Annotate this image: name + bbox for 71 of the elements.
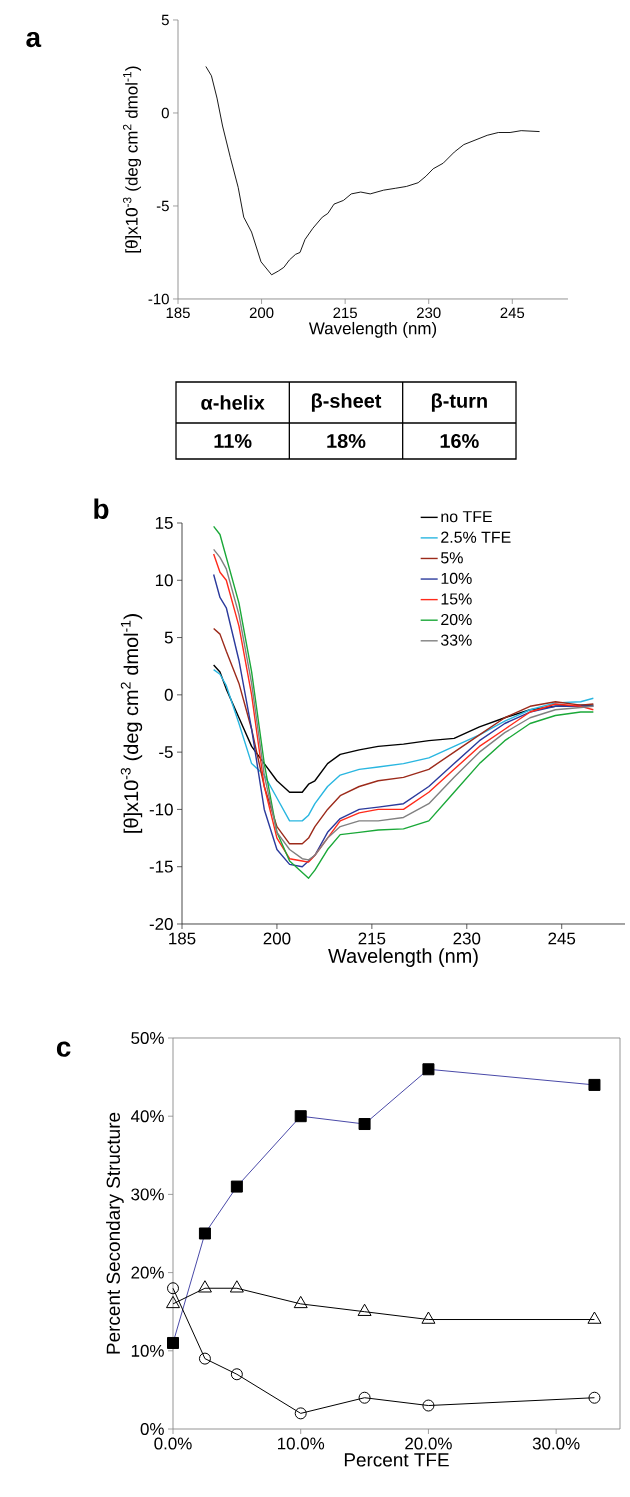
point <box>358 1391 371 1404</box>
category-label: α-helix <box>201 395 265 410</box>
x-axis-title: Wavelength (nm) <box>328 948 478 967</box>
y-tick-label: 40% <box>130 1110 164 1123</box>
y-tick-label: 15 <box>155 517 173 529</box>
x-tick-label: 10.0% <box>278 1437 325 1450</box>
data-label: 16% <box>440 433 479 449</box>
y-axis-title: [θ]x10$^{-3}$ (deg cm$^{2}$ dmol$^{-1}$) <box>120 614 143 833</box>
y-axis-title: Percent Secondary Structure <box>106 1112 124 1354</box>
legend-label: 20% <box>441 613 472 626</box>
line-series <box>212 627 595 845</box>
point <box>422 1399 435 1412</box>
y-tick-label: 30% <box>131 1188 164 1201</box>
x-tick-label: 20.0% <box>405 1437 452 1450</box>
y-axis-title: [θ]x10$^{-3}$ (deg cm$^{2}$ dmol$^{-1}$) <box>123 66 142 253</box>
x-tick-label: 0.0% <box>154 1437 192 1450</box>
y-tick-label: -10 <box>149 803 173 816</box>
legend-label: 15% <box>441 593 472 605</box>
y-tick-label: -5 <box>156 200 169 212</box>
legend-label: 10% <box>441 572 472 585</box>
chart-title: b <box>94 498 109 519</box>
legend-label: 33% <box>440 634 472 646</box>
legend-label: 5% <box>441 552 463 564</box>
point <box>230 1368 243 1381</box>
x-tick-label: 245 <box>500 307 525 319</box>
y-tick-label: -10 <box>148 293 169 305</box>
y-tick-label: -20 <box>149 917 173 930</box>
point <box>197 1280 212 1293</box>
point <box>421 1311 436 1324</box>
y-tick-label: -5 <box>159 746 173 759</box>
x-tick-label: 200 <box>263 932 291 945</box>
y-tick-label: 10 <box>155 574 173 587</box>
x-tick-label: 30.0% <box>532 1437 580 1450</box>
y-tick-label: 10% <box>131 1344 164 1357</box>
y-tick-label: 5 <box>164 631 173 644</box>
point <box>166 1295 180 1309</box>
y-tick-label: 20% <box>131 1266 164 1279</box>
point <box>357 1303 372 1316</box>
x-tick-label: 245 <box>548 932 576 945</box>
point <box>294 1407 307 1420</box>
legend-label: no TFE <box>441 511 492 523</box>
x-tick-label: 185 <box>166 307 190 319</box>
y-tick-label: -15 <box>149 860 173 873</box>
x-axis-title: Wavelength (nm) <box>308 321 437 338</box>
x-tick-label: 230 <box>416 307 441 319</box>
point <box>587 1311 602 1324</box>
line-series <box>212 668 595 822</box>
x-tick-label: 215 <box>358 932 386 945</box>
point <box>167 1282 179 1295</box>
point <box>229 1280 244 1293</box>
data-label: 18% <box>327 433 366 449</box>
y-tick-label: 50% <box>131 1032 164 1044</box>
category-label: β-turn <box>431 393 487 412</box>
x-tick-label: 185 <box>169 932 196 945</box>
x-axis-title: Percent TFE <box>344 1453 449 1467</box>
legend-label: 2.5% TFE <box>441 531 511 543</box>
chart-title: a <box>26 31 42 48</box>
y-tick-label: 5 <box>161 14 169 26</box>
x-tick-label: 200 <box>249 307 274 319</box>
x-tick-label: 230 <box>453 932 481 945</box>
x-tick-label: 215 <box>333 307 357 319</box>
y-tick-label: 0% <box>140 1423 164 1435</box>
category-label: β-sheet <box>311 393 382 412</box>
y-tick-label: 0 <box>161 107 169 119</box>
chart-title: c <box>56 1041 71 1057</box>
point <box>293 1295 308 1309</box>
line-series <box>212 664 595 793</box>
point <box>198 1352 211 1365</box>
point <box>588 1391 601 1404</box>
data-label: 11% <box>214 433 252 448</box>
y-tick-label: 0 <box>164 688 173 701</box>
